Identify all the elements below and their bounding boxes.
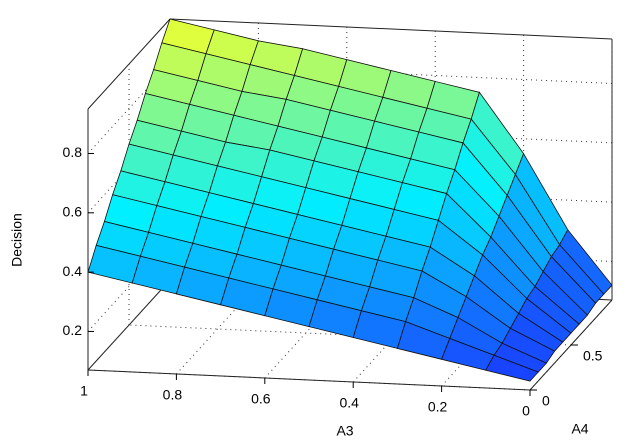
grid-line xyxy=(87,63,171,154)
z-tick-label: 0.6 xyxy=(63,204,83,220)
z-tick-label: 0.8 xyxy=(63,144,83,160)
grid-line xyxy=(87,241,171,332)
x-tick-label: 0.2 xyxy=(428,399,448,415)
z-axis-label: Decision xyxy=(9,213,25,267)
x-tick-label: 0.4 xyxy=(339,395,359,411)
x-tick-label: 0.6 xyxy=(251,391,271,407)
box-edge xyxy=(169,18,613,40)
y-tick-label: 0.5 xyxy=(583,348,603,364)
x-tick-label: 0 xyxy=(522,403,530,419)
x-tick-label: 0.8 xyxy=(163,387,183,403)
grid-line xyxy=(176,283,259,375)
z-tick-label: 0.2 xyxy=(63,322,83,338)
x-axis-label: A3 xyxy=(336,423,353,439)
z-tick-label: 0.4 xyxy=(63,263,83,279)
axis-line xyxy=(87,369,531,391)
surface-patch xyxy=(485,354,539,382)
y-tick-label: 0 xyxy=(542,393,550,409)
x-tick-label: 1 xyxy=(80,383,88,399)
y-axis-label: A4 xyxy=(571,421,588,437)
